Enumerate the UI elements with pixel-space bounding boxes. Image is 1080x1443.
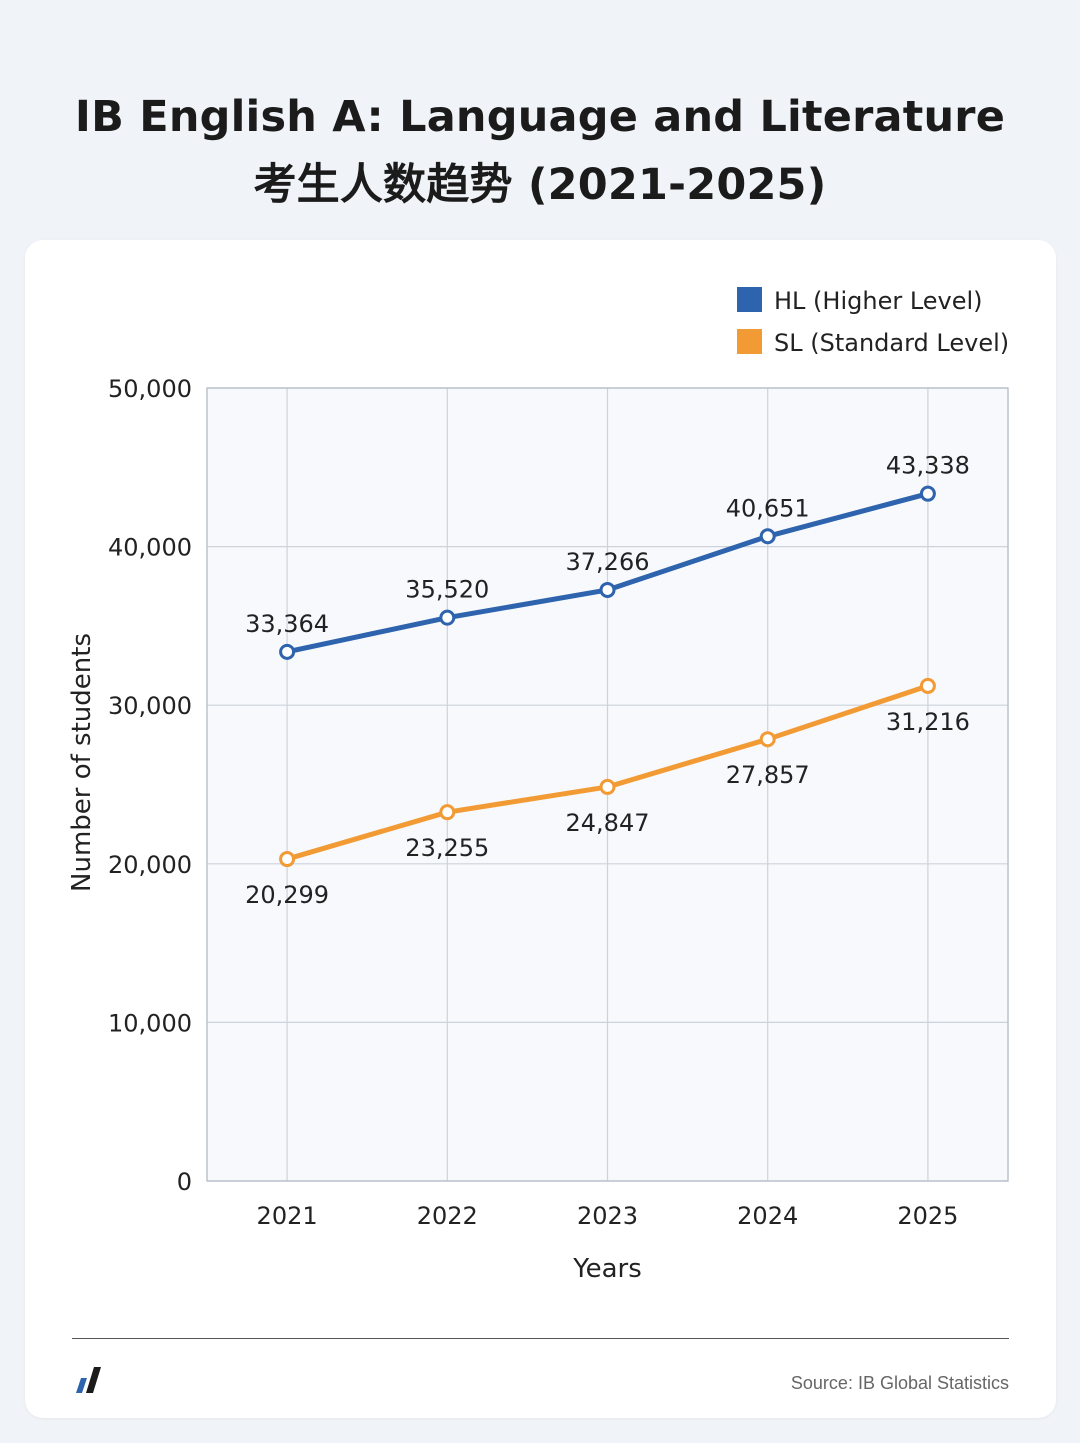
y-tick-label: 10,000 bbox=[108, 1009, 192, 1037]
data-point bbox=[279, 851, 296, 868]
data-point bbox=[599, 581, 616, 598]
data-label: 33,364 bbox=[245, 610, 329, 638]
data-point bbox=[599, 778, 616, 795]
legend-swatch bbox=[737, 329, 762, 354]
data-label: 24,847 bbox=[566, 809, 650, 837]
x-axis-label: Years bbox=[572, 1254, 642, 1284]
data-label: 27,857 bbox=[726, 761, 810, 789]
y-tick-label: 0 bbox=[177, 1168, 192, 1196]
data-label: 35,520 bbox=[405, 576, 489, 604]
data-point bbox=[279, 643, 296, 660]
y-tick-label: 20,000 bbox=[108, 851, 192, 879]
footer-divider bbox=[72, 1338, 1009, 1339]
chart-title-line1: IB English A: Language and Literature bbox=[74, 92, 1006, 142]
x-tick-label: 2024 bbox=[737, 1202, 798, 1230]
data-label: 37,266 bbox=[566, 548, 650, 576]
data-label: 31,216 bbox=[886, 708, 970, 736]
data-label: 40,651 bbox=[726, 494, 810, 522]
data-point bbox=[919, 485, 936, 502]
data-label: 23,255 bbox=[405, 834, 489, 862]
data-point bbox=[759, 731, 776, 748]
data-point bbox=[759, 528, 776, 545]
data-point bbox=[439, 804, 456, 821]
slash-logo-icon bbox=[76, 1367, 101, 1393]
y-tick-label: 30,000 bbox=[108, 692, 192, 720]
x-tick-label: 2022 bbox=[417, 1202, 478, 1230]
data-point bbox=[439, 609, 456, 626]
data-label: 20,299 bbox=[245, 881, 329, 909]
y-axis-label: Number of students bbox=[67, 633, 97, 892]
legend-label: SL (Standard Level) bbox=[774, 329, 1009, 357]
y-tick-label: 40,000 bbox=[108, 534, 192, 562]
data-point bbox=[919, 677, 936, 694]
x-tick-label: 2021 bbox=[257, 1202, 318, 1230]
chart-title-line2: 考生人数趋势 (2021-2025) bbox=[253, 160, 827, 210]
x-tick-label: 2023 bbox=[577, 1202, 638, 1230]
y-tick-label: 50,000 bbox=[108, 375, 192, 403]
legend-swatch bbox=[737, 287, 762, 312]
x-tick-label: 2025 bbox=[897, 1202, 958, 1230]
plot-border bbox=[206, 387, 1009, 1182]
data-label: 43,338 bbox=[886, 452, 970, 480]
legend-label: HL (Higher Level) bbox=[774, 287, 983, 315]
source-note: Source: IB Global Statistics bbox=[790, 1373, 1009, 1393]
